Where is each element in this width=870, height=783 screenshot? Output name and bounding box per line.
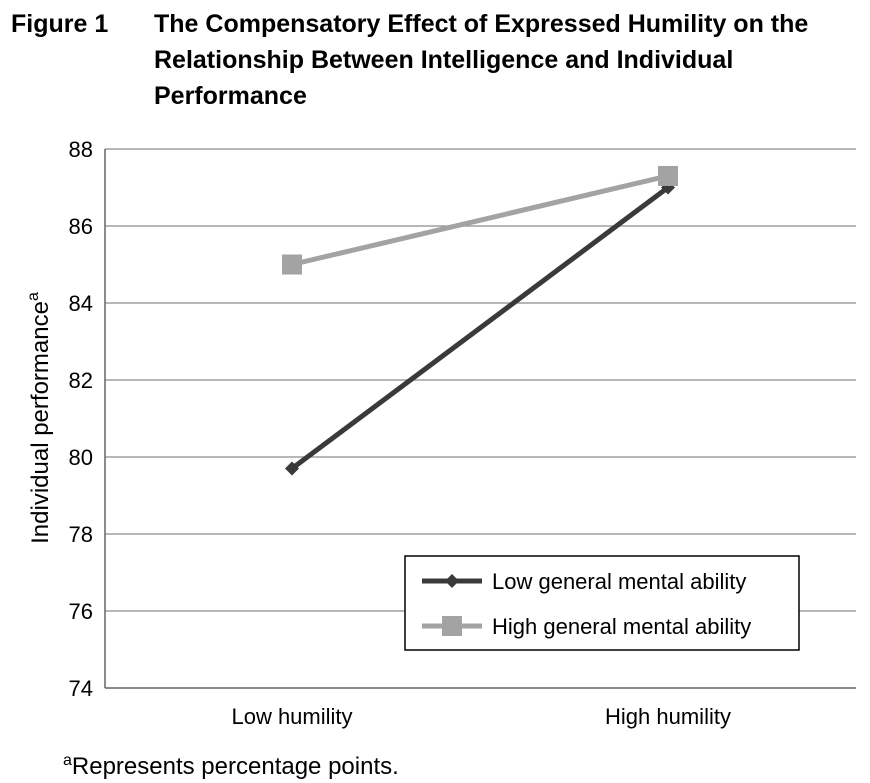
data-point-1-1 (658, 165, 678, 186)
data-point-0-0 (285, 461, 299, 476)
y-tick-84: 84 (69, 291, 93, 316)
data-point-1-0 (282, 254, 302, 275)
y-tick-labels: 74 76 78 80 82 84 86 88 (69, 137, 93, 701)
y-tick-86: 86 (69, 214, 93, 239)
y-axis-label-superscript: a (25, 292, 42, 301)
line-chart: 74 76 78 80 82 84 86 88 Low humility High humili… (25, 137, 856, 729)
y-tick-78: 78 (69, 522, 93, 547)
y-tick-74: 74 (69, 676, 93, 701)
footnote-marker: a (63, 752, 72, 769)
legend-label-1: High general mental ability (492, 614, 751, 639)
legend: Low general mental ability High general m… (404, 555, 800, 651)
y-tick-80: 80 (69, 445, 93, 470)
legend-marker-1 (442, 616, 462, 636)
legend-marker-0 (445, 574, 459, 588)
y-axis-label-text: Individual performance (27, 301, 54, 544)
y-tick-88: 88 (69, 137, 93, 162)
footnote: aRepresents percentage points. (63, 745, 399, 783)
series-line-0 (290, 185, 670, 471)
series-line-1 (291, 173, 669, 267)
x-tick-1: High humility (605, 704, 731, 729)
x-tick-labels: Low humility High humility (231, 704, 730, 729)
legend-label-0: Low general mental ability (492, 569, 746, 594)
y-axis-label: Individual performancea (25, 292, 54, 544)
figure-label: Figure 1 (11, 10, 109, 38)
series-group (282, 165, 678, 476)
y-tick-76: 76 (69, 599, 93, 624)
footnote-text: Represents percentage points. (71, 753, 399, 780)
x-tick-0: Low humility (231, 704, 352, 729)
figure-title: The Compensatory Effect of Expressed Hum… (154, 10, 809, 110)
legend-box (404, 555, 800, 651)
y-tick-82: 82 (69, 368, 93, 393)
